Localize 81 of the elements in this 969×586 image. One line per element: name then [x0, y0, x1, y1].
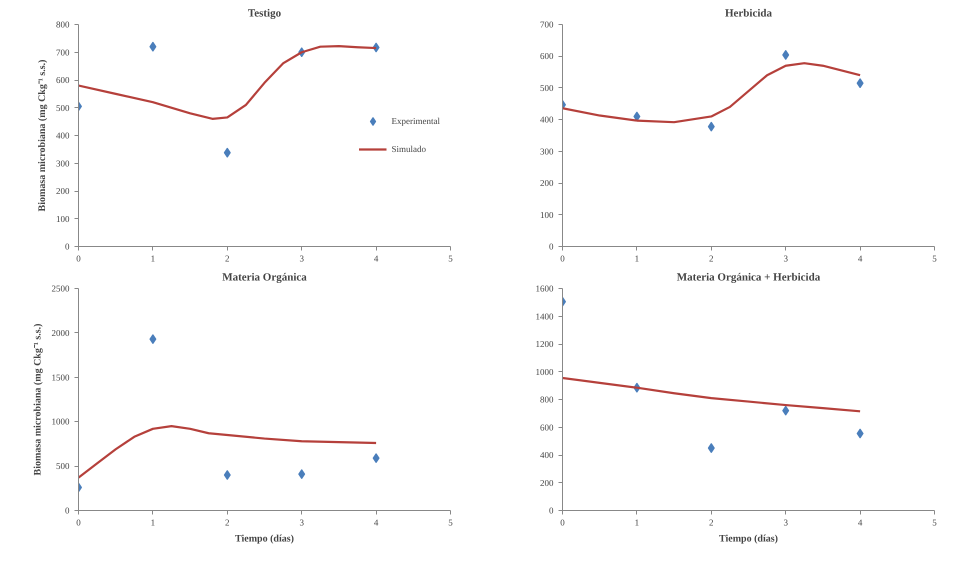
- y-tick-label: 500: [56, 102, 70, 113]
- y-tick-label: 300: [56, 158, 70, 168]
- y-tick-label: 1500: [52, 372, 70, 382]
- x-tick-label: 2: [225, 254, 230, 264]
- x-tick-label: 4: [858, 518, 863, 528]
- y-tick-label: 0: [549, 506, 554, 516]
- chart-title: Materia Orgánica: [222, 272, 308, 284]
- legend-label: Experimental: [392, 116, 440, 126]
- y-tick-label: 500: [56, 461, 70, 472]
- x-tick-label: 5: [448, 518, 454, 528]
- chart-title: Materia Orgánica + Herbicida: [676, 272, 821, 284]
- point: [372, 453, 380, 464]
- y-tick-label: 100: [56, 214, 70, 224]
- point: [856, 78, 864, 88]
- x-tick-label: 0: [76, 254, 82, 264]
- line-series: [78, 425, 378, 479]
- y-tick-label: 400: [540, 450, 554, 460]
- y-tick-label: 600: [540, 422, 554, 432]
- y-axis-title: Biomasa microbiana (mg Ckg⁻¹ s.s.): [32, 324, 44, 476]
- y-tick-label: 400: [56, 130, 70, 140]
- x-tick-label: 1: [150, 518, 156, 528]
- x-tick-label: 3: [783, 254, 788, 264]
- x-tick-label: 5: [448, 254, 454, 264]
- y-tick-label: 100: [540, 210, 554, 220]
- chart-title: Testigo: [248, 8, 282, 20]
- x-tick-label: 1: [634, 518, 640, 528]
- y-axis-title: Biomasa microbiana (mg Ckg⁻¹ s.s.): [37, 60, 48, 212]
- y-tick-label: 0: [549, 242, 554, 252]
- y-tick-label: 300: [540, 146, 554, 156]
- line-series: [562, 62, 862, 124]
- y-tick-label: 0: [65, 506, 70, 516]
- x-tick-label: 0: [76, 518, 82, 528]
- x-axis-title: Tiempo (días): [235, 534, 294, 544]
- y-tick-label: 800: [56, 20, 70, 30]
- x-tick-label: 5: [932, 518, 938, 528]
- point: [633, 111, 640, 122]
- point: [782, 50, 790, 60]
- y-tick-label: 400: [540, 114, 554, 125]
- point: [149, 334, 156, 344]
- y-tick-label: 600: [540, 51, 554, 62]
- y-tick-label: 700: [540, 20, 554, 30]
- x-tick-label: 4: [374, 254, 379, 264]
- x-tick-label: 1: [634, 254, 640, 264]
- point: [782, 406, 790, 416]
- x-tick-label: 5: [932, 254, 938, 264]
- y-tick-label: 0: [65, 242, 70, 252]
- point: [856, 428, 864, 438]
- y-tick-label: 1000: [52, 416, 70, 427]
- x-tick-label: 3: [299, 254, 304, 264]
- point: [708, 443, 715, 454]
- y-tick-label: 1400: [536, 311, 554, 322]
- x-tick-label: 2: [709, 518, 714, 528]
- x-tick-label: 3: [783, 518, 788, 528]
- x-tick-label: 0: [560, 254, 566, 264]
- x-tick-label: 1: [150, 254, 156, 264]
- y-tick-label: 2500: [52, 284, 70, 294]
- y-tick-label: 800: [540, 394, 554, 404]
- point: [298, 469, 306, 480]
- point: [224, 148, 231, 158]
- y-tick-label: 500: [540, 82, 554, 93]
- y-tick-label: 1200: [536, 339, 554, 349]
- y-tick-label: 700: [56, 47, 70, 58]
- x-tick-label: 4: [374, 518, 379, 528]
- point: [708, 122, 715, 132]
- y-tick-label: 1000: [536, 366, 554, 377]
- chart-title: Herbicida: [724, 8, 773, 20]
- y-tick-label: 200: [56, 186, 70, 196]
- y-tick-label: 1600: [536, 284, 554, 294]
- x-tick-label: 0: [560, 518, 566, 528]
- y-tick-label: 600: [56, 75, 70, 85]
- point: [224, 470, 231, 480]
- point: [149, 42, 156, 52]
- x-axis-title: Tiempo (días): [719, 534, 778, 544]
- x-tick-label: 2: [225, 518, 230, 528]
- legend-label: Simulado: [392, 144, 426, 154]
- y-tick-label: 200: [540, 178, 554, 188]
- x-tick-label: 3: [299, 518, 304, 528]
- y-tick-label: 2000: [52, 328, 70, 338]
- x-tick-label: 4: [858, 254, 863, 264]
- y-tick-label: 200: [540, 478, 554, 488]
- x-tick-label: 2: [709, 254, 714, 264]
